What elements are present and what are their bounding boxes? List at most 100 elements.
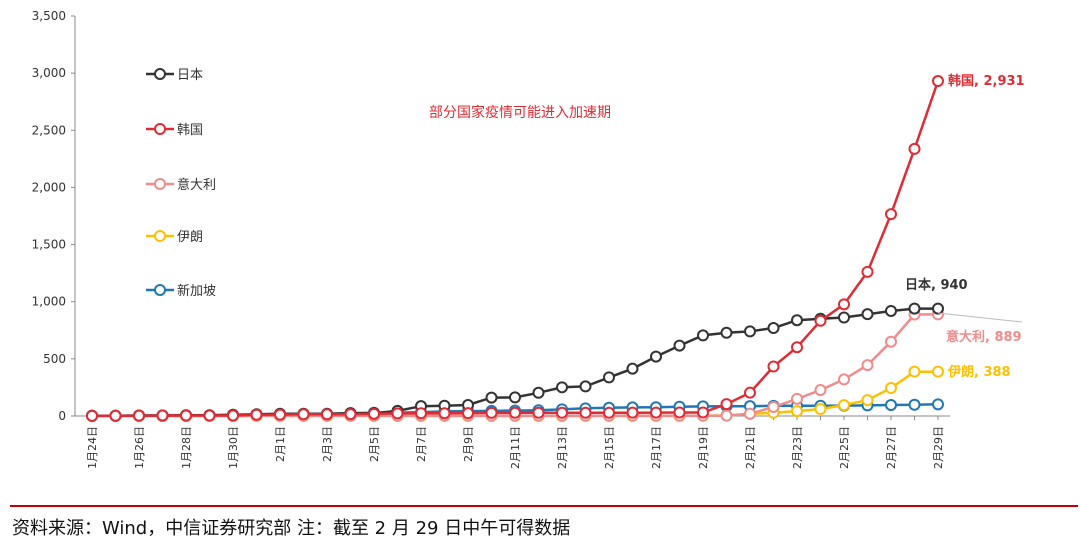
x-tick-label: 1月28日 [180, 426, 193, 469]
legend-marker [154, 123, 166, 135]
data-point [109, 409, 122, 422]
data-point [462, 407, 474, 420]
x-tick-label: 2月27日 [885, 426, 898, 469]
data-point [297, 408, 310, 421]
legend-marker [154, 284, 166, 296]
data-point [932, 302, 944, 315]
data-point [791, 405, 803, 418]
data-point [603, 406, 615, 419]
y-tick-label: 1,000 [32, 295, 66, 309]
y-tick-label: 3,500 [32, 9, 66, 23]
data-point [791, 341, 803, 354]
x-tick-label: 2月19日 [697, 426, 710, 469]
legend-marker [154, 68, 166, 80]
data-point [767, 400, 780, 413]
legend-item: 日本 [146, 68, 203, 83]
legend-label: 日本 [177, 68, 203, 83]
x-tick-label: 2月17日 [650, 426, 663, 469]
legend-label: 韩国 [177, 123, 203, 138]
end-value-label: 伊朗, 388 [947, 364, 1011, 380]
x-tick-label: 2月29日 [932, 426, 945, 469]
data-point [227, 409, 239, 422]
data-point [791, 314, 803, 327]
series-line [91, 80, 940, 418]
data-point [391, 407, 404, 420]
data-point [720, 409, 733, 422]
data-point [650, 350, 662, 363]
data-point [697, 329, 709, 342]
data-point [556, 406, 568, 419]
label-leader-line [937, 312, 1023, 323]
x-tick-label: 1月26日 [133, 426, 146, 469]
data-point [744, 325, 756, 338]
y-axis: 0 500 1,000 1,500 2,000 2,500 3,000 3,500 [32, 9, 76, 423]
data-point [509, 391, 521, 404]
data-point [908, 365, 921, 378]
y-tick-label: 3,000 [32, 66, 66, 80]
data-point [838, 311, 850, 324]
data-point [861, 308, 874, 321]
data-point [767, 360, 780, 373]
data-point [321, 408, 333, 421]
data-point [626, 362, 639, 375]
data-point [438, 407, 451, 420]
data-point [626, 406, 639, 419]
data-point [650, 406, 662, 419]
y-tick-label: 1,500 [32, 238, 66, 252]
data-point [344, 408, 357, 421]
data-point [885, 335, 897, 348]
data-point [908, 398, 921, 411]
data-point [579, 406, 592, 419]
x-tick-label: 2月5日 [368, 426, 381, 462]
data-point [885, 208, 897, 221]
x-tick-label: 2月7日 [415, 426, 428, 462]
end-value-label: 意大利, 889 [946, 329, 1022, 345]
x-tick-label: 1月30日 [227, 426, 240, 469]
footer-rule [10, 505, 1078, 507]
legend-item: 新加坡 [146, 283, 216, 299]
data-point [908, 142, 921, 155]
data-point [532, 386, 545, 399]
data-point [767, 322, 780, 334]
y-tick-label: 500 [43, 352, 66, 366]
data-point [814, 403, 827, 416]
x-tick-label: 2月15日 [603, 426, 616, 469]
legend-marker [154, 178, 166, 190]
legend-label: 意大利 [177, 177, 216, 193]
line-chart: 0 500 1,000 1,500 2,000 2,500 3,000 3,500 1月24日… [32, 9, 1025, 469]
chart-annotation: 部分国家疫情可能进入加速期 [429, 104, 611, 121]
data-point [791, 392, 803, 405]
data-point [744, 386, 756, 399]
data-point [156, 409, 169, 422]
x-tick-label: 2月13日 [556, 426, 569, 469]
data-point [932, 75, 944, 88]
end-value-label: 韩国, 2,931 [948, 73, 1025, 89]
data-point [485, 391, 498, 404]
end-labels: 韩国, 2,931 日本, 940 意大利, 889 伊朗, 388 [905, 73, 1025, 380]
data-point [603, 371, 615, 384]
data-point [86, 409, 98, 422]
data-point [744, 407, 756, 420]
data-point [579, 380, 592, 393]
x-tick-label: 1月24日 [86, 426, 99, 469]
y-tick-label: 2,000 [32, 180, 66, 194]
x-tick-label: 2月25日 [838, 426, 851, 469]
data-point [133, 409, 145, 422]
data-point [368, 407, 380, 420]
data-point [673, 406, 686, 419]
data-point [814, 384, 827, 397]
data-point [509, 406, 521, 419]
data-point [720, 326, 733, 339]
data-point [274, 408, 286, 421]
x-tick-label: 2月11日 [509, 426, 522, 469]
data-point [673, 339, 686, 352]
data-point [697, 406, 709, 419]
y-tick-label: 0 [58, 409, 66, 423]
legend-item: 韩国 [146, 123, 203, 138]
legend-item: 伊朗 [146, 230, 203, 245]
y-tick-label: 2,500 [32, 123, 66, 137]
x-tick-label: 2月21日 [744, 426, 757, 469]
data-point [180, 409, 192, 422]
data-point [932, 398, 944, 411]
end-value-label: 日本, 940 [905, 277, 968, 293]
